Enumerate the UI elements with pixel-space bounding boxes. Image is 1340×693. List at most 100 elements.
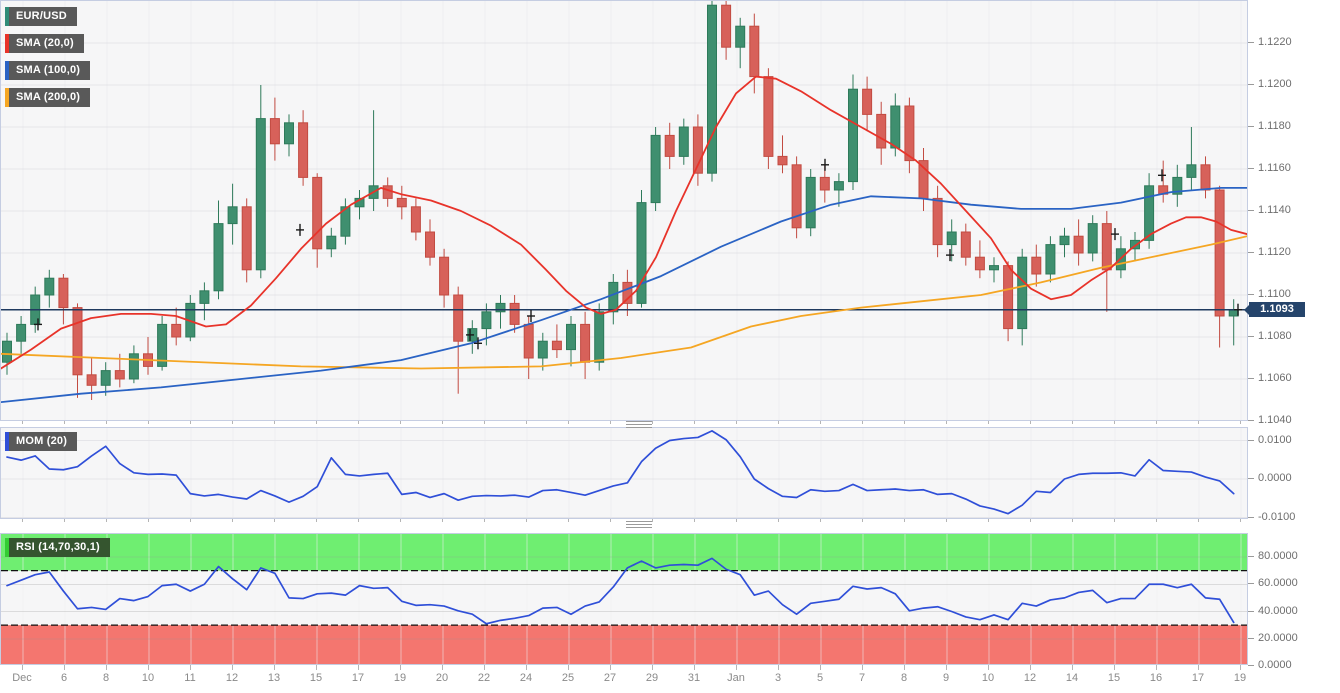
legend-pair-chip[interactable]: EUR/USD bbox=[5, 7, 77, 26]
doji-cross-marker bbox=[474, 337, 482, 350]
candle bbox=[44, 277, 55, 296]
y-axis-tick-label: 1.1120 bbox=[1258, 246, 1291, 258]
candle bbox=[946, 231, 957, 246]
x-axis-tick-label: 22 bbox=[477, 672, 491, 684]
candle bbox=[1045, 244, 1056, 275]
y-axis-tick-mark bbox=[1248, 665, 1254, 666]
y-axis-tick-mark bbox=[1248, 336, 1254, 337]
y-axis-tick-mark bbox=[1248, 517, 1254, 518]
x-axis-tick-mark bbox=[190, 421, 191, 424]
candle bbox=[1003, 265, 1014, 330]
y-axis-tick-mark bbox=[1248, 478, 1254, 479]
x-axis-tick-label: 8 bbox=[102, 672, 110, 684]
candle bbox=[171, 323, 182, 338]
x-axis-tick-mark bbox=[736, 421, 737, 424]
doji-cross-marker bbox=[1234, 303, 1242, 316]
candle bbox=[537, 340, 548, 359]
y-axis-tick-mark bbox=[1248, 126, 1254, 127]
legend-sma20-chip[interactable]: SMA (20,0) bbox=[5, 34, 84, 53]
candle bbox=[269, 118, 280, 145]
x-axis-tick-label: 19 bbox=[1233, 672, 1247, 684]
sma200-label: SMA (200,0) bbox=[9, 88, 91, 107]
panel-resize-handle-icon[interactable] bbox=[626, 421, 652, 428]
x-axis-tick-label: 10 bbox=[141, 672, 155, 684]
legend-mom-chip[interactable]: MOM (20) bbox=[5, 432, 78, 451]
candle bbox=[1186, 164, 1197, 178]
candle bbox=[707, 4, 717, 174]
candle bbox=[284, 122, 294, 145]
legend-sma100-chip[interactable]: SMA (100,0) bbox=[5, 61, 91, 80]
momentum-panel[interactable] bbox=[0, 427, 1248, 519]
x-axis-tick-mark bbox=[568, 519, 569, 522]
x-axis-tick-label: 12 bbox=[225, 672, 239, 684]
mom-label: MOM (20) bbox=[9, 432, 78, 451]
rsi-color-swatch bbox=[5, 538, 9, 557]
x-axis-tick-label: 24 bbox=[519, 672, 533, 684]
candle bbox=[382, 185, 393, 199]
legend-sma200-chip[interactable]: SMA (200,0) bbox=[5, 88, 91, 107]
x-axis-tick-label: 14 bbox=[1065, 672, 1079, 684]
x-axis-tick-label: 5 bbox=[816, 672, 824, 684]
candle bbox=[326, 235, 337, 250]
candlestick-chart[interactable] bbox=[1, 1, 1247, 420]
y-axis-tick-label: 1.1080 bbox=[1258, 330, 1292, 342]
x-axis-tick-label: 29 bbox=[645, 672, 659, 684]
y-axis-tick-label: 1.1200 bbox=[1258, 78, 1292, 90]
x-axis-tick-mark bbox=[148, 421, 149, 424]
candle bbox=[481, 311, 492, 330]
x-axis-tick-mark bbox=[358, 519, 359, 522]
x-axis-tick-mark bbox=[316, 665, 317, 670]
y-axis-tick-mark bbox=[1248, 637, 1254, 639]
rsi-chart[interactable] bbox=[1, 534, 1247, 664]
x-axis-tick-mark bbox=[946, 665, 947, 670]
price-chart-panel[interactable] bbox=[0, 0, 1248, 421]
x-axis-tick-label: 25 bbox=[561, 672, 575, 684]
candle bbox=[509, 302, 520, 325]
x-axis-tick-mark bbox=[232, 421, 233, 424]
doji-cross-marker bbox=[1158, 169, 1166, 182]
x-axis-tick-mark bbox=[610, 665, 611, 670]
candle bbox=[1214, 189, 1225, 317]
y-axis-tick-label: 1.1180 bbox=[1258, 120, 1291, 132]
x-axis-tick-mark bbox=[694, 665, 695, 670]
candle bbox=[876, 113, 887, 149]
candle bbox=[580, 323, 591, 363]
rsi-panel[interactable] bbox=[0, 533, 1248, 665]
candle bbox=[227, 206, 238, 225]
x-axis-tick-mark bbox=[400, 665, 401, 670]
momentum-chart[interactable] bbox=[1, 428, 1247, 518]
pair-color-swatch bbox=[5, 7, 9, 26]
candle bbox=[664, 134, 675, 157]
candle bbox=[721, 4, 732, 48]
x-axis-tick-mark bbox=[232, 519, 233, 522]
x-axis-tick-mark bbox=[442, 519, 443, 522]
x-axis-tick-mark bbox=[1240, 665, 1241, 670]
sma100-color-swatch bbox=[5, 61, 9, 80]
x-axis-tick-mark bbox=[778, 665, 779, 670]
x-axis-tick-mark bbox=[1240, 421, 1241, 424]
x-axis-tick-mark bbox=[820, 421, 821, 424]
candle bbox=[157, 323, 168, 367]
x-axis-tick-mark bbox=[1114, 421, 1115, 424]
candle bbox=[650, 134, 661, 204]
x-axis-tick-mark bbox=[358, 421, 359, 424]
legend-rsi-chip[interactable]: RSI (14,70,30,1) bbox=[5, 538, 110, 557]
candle bbox=[594, 311, 605, 363]
doji-cross-marker bbox=[527, 310, 535, 322]
y-axis-tick-mark bbox=[1248, 610, 1254, 612]
candle bbox=[495, 302, 506, 313]
candle bbox=[298, 122, 309, 178]
x-axis-tick-mark bbox=[946, 519, 947, 522]
rsi-label: RSI (14,70,30,1) bbox=[9, 538, 110, 557]
x-axis-tick-mark bbox=[988, 421, 989, 424]
candle bbox=[1228, 309, 1239, 317]
candles-series bbox=[2, 1, 1239, 400]
x-axis-tick-label: 12 bbox=[1023, 672, 1037, 684]
candle bbox=[692, 126, 703, 174]
candle bbox=[255, 118, 266, 271]
x-axis-tick-mark bbox=[400, 519, 401, 522]
y-axis-tick-mark bbox=[1248, 294, 1254, 295]
candle bbox=[862, 88, 873, 115]
y-axis-tick-label: 20.0000 bbox=[1258, 631, 1298, 644]
panel-resize-handle-icon[interactable] bbox=[626, 521, 652, 528]
